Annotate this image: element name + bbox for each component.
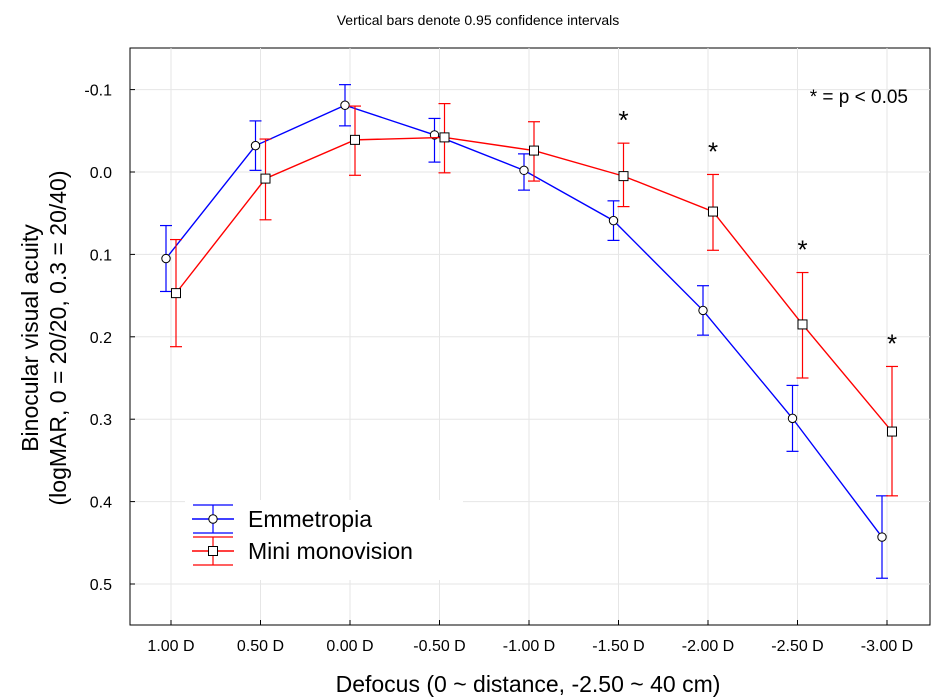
series-mini-monovision <box>170 103 898 497</box>
y-tick-label: 0.2 <box>90 330 112 347</box>
x-tick-label: 1.00 D <box>147 638 194 655</box>
legend-marker <box>208 546 218 556</box>
x-tick-label: 0.00 D <box>326 638 373 655</box>
x-tick-label: -2.50 D <box>771 638 823 655</box>
legend-label: Mini monovision <box>248 538 413 564</box>
data-point <box>887 426 897 437</box>
y-tick-label: 0.3 <box>90 412 112 429</box>
x-tick-label: -0.50 D <box>413 638 465 655</box>
data-point <box>618 171 629 182</box>
legend-item: Emmetropia <box>192 504 372 534</box>
y-tick-label: 0.0 <box>90 165 112 182</box>
legend-marker <box>208 514 218 524</box>
x-tick-label: -3.00 D <box>861 638 913 655</box>
legend-label: Emmetropia <box>248 506 372 532</box>
data-point <box>877 532 887 542</box>
x-tick-label: -2.00 D <box>682 638 734 655</box>
x-tick-label: 0.50 D <box>237 638 284 655</box>
series-emmetropia <box>160 84 888 579</box>
data-point <box>708 206 718 217</box>
y-axis-title-line2: (logMAR, 0 = 20/20, 0.3 = 20/40) <box>45 171 71 506</box>
data-point <box>787 413 798 424</box>
significance-asterisk: * <box>708 136 718 166</box>
data-point <box>529 145 539 156</box>
legend: Emmetropia Mini monovision <box>185 500 463 580</box>
significance-markers: * * * * <box>618 105 897 358</box>
y-tick-label: 0.1 <box>90 247 112 264</box>
series-layer <box>160 84 898 579</box>
y-axis-title-line1: Binocular visual acuity <box>17 224 43 452</box>
x-tick-label: -1.00 D <box>503 638 555 655</box>
data-point <box>797 319 808 330</box>
data-point <box>608 215 619 226</box>
significance-asterisk: * <box>797 235 807 265</box>
x-axis-title: Defocus (0 ~ distance, -2.50 ~ 40 cm) <box>336 671 721 697</box>
y-tick-label: -0.1 <box>84 83 112 100</box>
data-point <box>171 288 181 299</box>
y-axis-ticks: -0.1 0.0 0.1 0.2 0.3 0.4 0.5 <box>84 83 135 594</box>
x-axis-ticks: 1.00 D 0.50 D 0.00 D -0.50 D -1.00 D -1.50 D -… <box>147 620 913 655</box>
y-tick-label: 0.5 <box>90 577 112 594</box>
data-point <box>698 305 708 316</box>
data-point <box>260 173 271 184</box>
significance-asterisk: * <box>887 328 897 358</box>
significance-asterisk: * <box>618 105 628 135</box>
data-point <box>519 165 529 176</box>
annotation-pvalue: * = p < 0.05 <box>810 87 908 108</box>
legend-item: Mini monovision <box>192 536 413 566</box>
x-tick-label: -1.50 D <box>592 638 644 655</box>
data-point <box>350 134 360 145</box>
legend-box <box>185 500 463 580</box>
data-point <box>340 100 350 110</box>
data-point <box>439 132 450 143</box>
y-tick-label: 0.4 <box>90 495 112 512</box>
data-point <box>250 140 261 151</box>
chart-title: Vertical bars denote 0.95 confidence int… <box>337 12 620 28</box>
data-point <box>161 253 171 264</box>
